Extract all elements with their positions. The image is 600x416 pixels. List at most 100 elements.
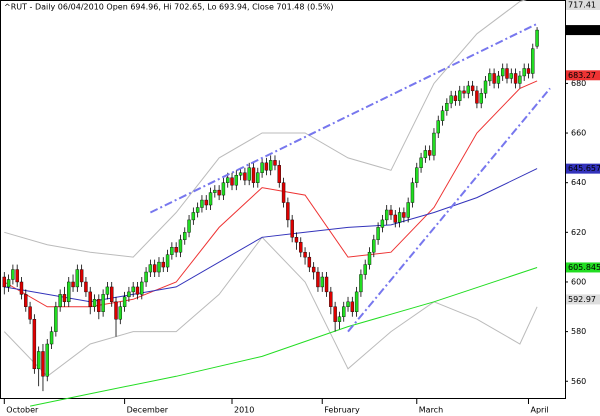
candle-body — [221, 182, 226, 196]
candle-body — [346, 301, 350, 307]
indicator-line — [4, 0, 527, 258]
candle-body — [157, 261, 161, 273]
candle-body — [11, 269, 15, 280]
candle-body — [466, 85, 471, 94]
candle-body — [92, 299, 97, 307]
candle-body — [436, 120, 440, 134]
candle-body — [462, 90, 466, 94]
price-tag-label: 717.41 — [568, 1, 596, 10]
candle-body — [294, 237, 299, 243]
price-tag-label: 701.48 — [568, 26, 596, 35]
x-tick-label: March — [419, 406, 443, 415]
y-tick-label: 640 — [571, 178, 586, 187]
x-tick-label: February — [324, 406, 360, 415]
y-tick-label: 680 — [571, 79, 586, 88]
candle-body — [97, 299, 101, 312]
candle-body — [204, 199, 208, 206]
candle-body — [316, 271, 320, 288]
candle-body — [88, 291, 92, 307]
candle-body — [110, 286, 114, 303]
candle-body — [393, 214, 397, 223]
candle-body — [49, 331, 54, 345]
candle-body — [84, 281, 88, 293]
candle-body — [260, 162, 264, 173]
candle-body — [423, 150, 428, 159]
candle-body — [397, 212, 402, 223]
candle-body — [140, 281, 144, 295]
candle-body — [187, 219, 191, 233]
candle-body — [45, 343, 49, 377]
candle-body — [62, 294, 67, 303]
candle-body — [281, 182, 286, 203]
price-tag-label: 605.845 — [568, 263, 600, 272]
candle-body — [273, 160, 277, 166]
candle-body — [363, 264, 367, 275]
candle-body — [445, 103, 449, 111]
candle-body — [311, 266, 316, 273]
candle-body — [324, 276, 329, 293]
candle-body — [286, 202, 290, 221]
candle-body — [389, 209, 393, 216]
candle-body — [79, 269, 84, 283]
candle-body — [496, 75, 501, 84]
candle-body — [505, 68, 509, 79]
candle-body — [19, 281, 24, 295]
candle-body — [329, 291, 333, 307]
candle-body — [483, 80, 488, 94]
candle-body — [376, 227, 380, 240]
candle-body — [2, 276, 7, 288]
candle-body — [41, 351, 45, 377]
candle-body — [513, 73, 518, 84]
y-tick-label: 660 — [571, 129, 586, 138]
candle-body — [226, 177, 230, 183]
candle-body — [118, 306, 123, 320]
candle-body — [122, 296, 127, 307]
candle-body — [32, 318, 37, 370]
candle-body — [268, 160, 273, 171]
candle-body — [406, 202, 410, 218]
candle-body — [518, 75, 522, 84]
chart-title: ^RUT - Daily 06/04/2010 Open 694.96, Hi … — [4, 3, 334, 12]
candle-body — [337, 316, 342, 322]
candle-body — [402, 212, 406, 218]
candle-body — [174, 247, 178, 253]
y-tick-label: 560 — [571, 377, 586, 386]
candle-body — [290, 219, 294, 238]
candle-body — [410, 182, 415, 203]
candle-body — [208, 192, 213, 206]
price-tag-label: 645.657 — [568, 164, 600, 173]
candle-body — [71, 281, 75, 288]
candle-body — [170, 247, 174, 255]
candle-body — [191, 212, 196, 221]
candle-body — [307, 256, 312, 268]
candle-body — [320, 276, 324, 288]
x-tick-label: 2010 — [234, 406, 254, 415]
candle-body — [15, 269, 19, 283]
candle-body — [333, 306, 337, 322]
candle-body — [247, 167, 251, 181]
x-tick-label: October — [6, 406, 39, 415]
candle-body — [475, 90, 479, 104]
candle-body — [200, 199, 204, 208]
candle-body — [492, 73, 496, 84]
candle-body — [178, 239, 183, 253]
candle-body — [54, 306, 58, 332]
candle-body — [458, 90, 462, 101]
candle-body — [105, 286, 110, 295]
price-tag — [566, 163, 600, 174]
candle-body — [36, 351, 41, 370]
candle-body — [509, 73, 513, 79]
candle-body — [234, 175, 239, 186]
candle-body — [449, 95, 453, 104]
candle-body — [131, 286, 135, 293]
candle-body — [359, 274, 363, 293]
candle-body — [526, 68, 531, 74]
candle-body — [230, 177, 234, 186]
candle-body — [380, 219, 385, 228]
candle-body — [440, 110, 445, 121]
candle-body — [67, 281, 71, 303]
candle-body — [479, 93, 483, 104]
candle-body — [256, 172, 260, 183]
candle-body — [415, 167, 419, 183]
price-tag — [566, 262, 600, 273]
